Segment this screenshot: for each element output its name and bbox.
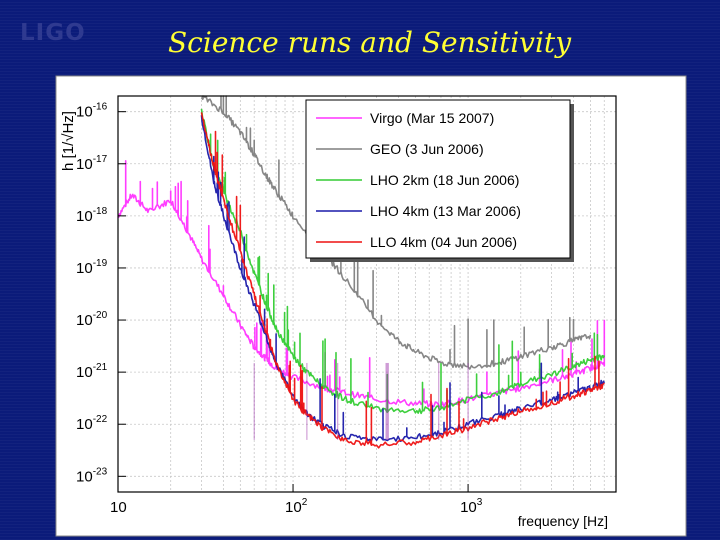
series-line-3	[200, 115, 606, 442]
ligo-logo: LIGO	[20, 20, 86, 46]
axes-box	[117, 95, 617, 493]
slide-title: Science runs and Sensitivity	[168, 26, 572, 59]
legend	[305, 99, 571, 259]
legend-label-0: Virgo (Mar 15 2007)	[370, 110, 494, 126]
legend-label-3: LHO 4km (13 Mar 2006)	[370, 203, 521, 219]
legend-label-1: GEO (3 Jun 2006)	[370, 141, 484, 157]
y-axis-label: h [1/√Hz]	[60, 111, 77, 171]
series-line-2	[200, 108, 606, 415]
x-tick-label: 10	[110, 499, 127, 516]
series-line-0	[117, 160, 606, 408]
x-axis-label: frequency [Hz]	[518, 513, 608, 529]
legend-label-4: LLO 4km (04 Jun 2006)	[370, 234, 517, 250]
legend-label-2: LHO 2km (18 Jun 2006)	[370, 172, 519, 188]
series-line-4	[200, 112, 605, 449]
series-line-1	[200, 95, 592, 370]
